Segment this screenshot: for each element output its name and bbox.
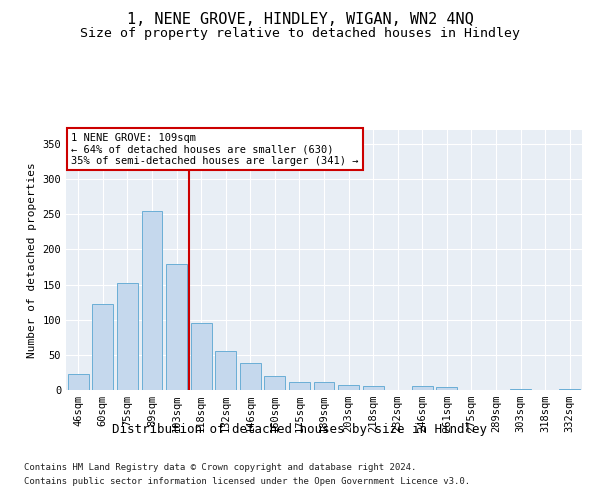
Bar: [117, 283, 138, 390]
Text: Distribution of detached houses by size in Hindley: Distribution of detached houses by size …: [113, 422, 487, 436]
Bar: [289, 382, 310, 390]
Bar: [92, 304, 113, 390]
Bar: [265, 376, 286, 390]
Bar: [191, 323, 212, 390]
Y-axis label: Number of detached properties: Number of detached properties: [27, 162, 37, 358]
Bar: [559, 388, 580, 390]
Text: Contains HM Land Registry data © Crown copyright and database right 2024.: Contains HM Land Registry data © Crown c…: [24, 462, 416, 471]
Bar: [338, 385, 359, 390]
Text: 1, NENE GROVE, HINDLEY, WIGAN, WN2 4NQ: 1, NENE GROVE, HINDLEY, WIGAN, WN2 4NQ: [127, 12, 473, 28]
Text: Size of property relative to detached houses in Hindley: Size of property relative to detached ho…: [80, 28, 520, 40]
Bar: [240, 364, 261, 390]
Bar: [166, 264, 187, 390]
Bar: [142, 211, 163, 390]
Bar: [314, 382, 334, 390]
Text: Contains public sector information licensed under the Open Government Licence v3: Contains public sector information licen…: [24, 478, 470, 486]
Bar: [436, 387, 457, 390]
Text: 1 NENE GROVE: 109sqm
← 64% of detached houses are smaller (630)
35% of semi-deta: 1 NENE GROVE: 109sqm ← 64% of detached h…: [71, 132, 359, 166]
Bar: [362, 386, 383, 390]
Bar: [68, 374, 89, 390]
Bar: [215, 352, 236, 390]
Bar: [510, 388, 531, 390]
Bar: [412, 386, 433, 390]
